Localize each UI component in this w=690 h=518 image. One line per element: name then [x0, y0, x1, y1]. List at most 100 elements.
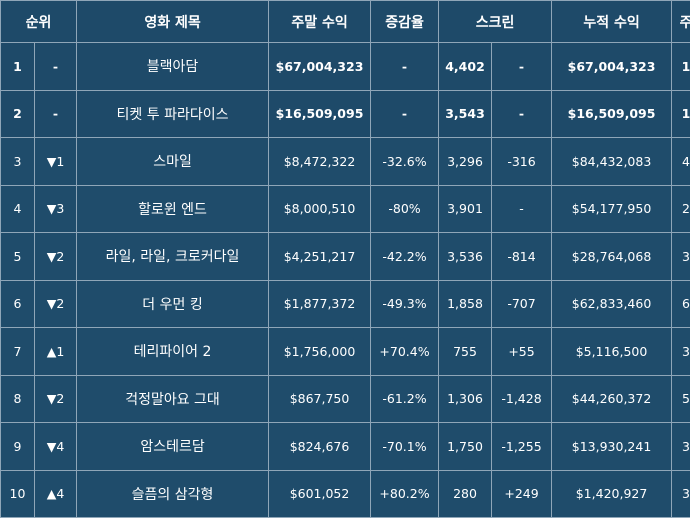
- weekend-gross-cell: $601,052: [269, 470, 371, 518]
- change-rate-cell: -61.2%: [371, 375, 439, 423]
- header-rank: 순위: [1, 1, 77, 43]
- movie-title-cell: 스마일: [77, 138, 269, 186]
- screen-change-cell: +249: [492, 470, 552, 518]
- weeks-cell: 2: [672, 185, 690, 233]
- movie-title-cell: 블랙아담: [77, 43, 269, 91]
- change-rate-cell: -: [371, 90, 439, 138]
- change-rate-cell: -70.1%: [371, 423, 439, 471]
- rank-change-cell: -: [35, 43, 77, 91]
- screen-change-cell: -: [492, 185, 552, 233]
- rank-cell: 4: [1, 185, 35, 233]
- weekend-gross-cell: $867,750: [269, 375, 371, 423]
- rank-cell: 2: [1, 90, 35, 138]
- screen-change-cell: -1,428: [492, 375, 552, 423]
- total-gross-cell: $84,432,083: [552, 138, 672, 186]
- weekend-gross-cell: $1,877,372: [269, 280, 371, 328]
- rank-change-cell: ▲4: [35, 470, 77, 518]
- rank-change-cell: ▼3: [35, 185, 77, 233]
- screen-change-cell: -707: [492, 280, 552, 328]
- total-gross-cell: $1,420,927: [552, 470, 672, 518]
- weeks-cell: 3: [672, 470, 690, 518]
- weekend-gross-cell: $67,004,323: [269, 43, 371, 91]
- movie-title-cell: 라일, 라일, 크로커다일: [77, 233, 269, 281]
- screens-cell: 3,543: [439, 90, 492, 138]
- weeks-cell: 3: [672, 233, 690, 281]
- header-change-rate: 증감율: [371, 1, 439, 43]
- change-rate-cell: +80.2%: [371, 470, 439, 518]
- movie-title-cell: 암스테르담: [77, 423, 269, 471]
- movie-title-cell: 할로윈 엔드: [77, 185, 269, 233]
- rank-cell: 10: [1, 470, 35, 518]
- rank-change-cell: ▼2: [35, 280, 77, 328]
- header-title: 영화 제목: [77, 1, 269, 43]
- total-gross-cell: $62,833,460: [552, 280, 672, 328]
- screens-cell: 1,750: [439, 423, 492, 471]
- rank-cell: 9: [1, 423, 35, 471]
- rank-change-cell: ▼1: [35, 138, 77, 186]
- weeks-cell: 6: [672, 280, 690, 328]
- weekend-gross-cell: $4,251,217: [269, 233, 371, 281]
- movie-title-cell: 슬픔의 삼각형: [77, 470, 269, 518]
- rank-change-cell: ▼4: [35, 423, 77, 471]
- total-gross-cell: $44,260,372: [552, 375, 672, 423]
- weeks-cell: 3: [672, 328, 690, 376]
- weeks-cell: 3: [672, 423, 690, 471]
- weekend-gross-cell: $16,509,095: [269, 90, 371, 138]
- screens-cell: 755: [439, 328, 492, 376]
- total-gross-cell: $54,177,950: [552, 185, 672, 233]
- header-weeks: 주: [672, 1, 690, 43]
- screens-cell: 3,536: [439, 233, 492, 281]
- weeks-cell: 4: [672, 138, 690, 186]
- rank-change-cell: ▼2: [35, 233, 77, 281]
- total-gross-cell: $28,764,068: [552, 233, 672, 281]
- total-gross-cell: $16,509,095: [552, 90, 672, 138]
- header-weekend-gross: 주말 수익: [269, 1, 371, 43]
- weeks-cell: 1: [672, 90, 690, 138]
- rank-cell: 8: [1, 375, 35, 423]
- screens-cell: 3,901: [439, 185, 492, 233]
- weekend-gross-cell: $8,000,510: [269, 185, 371, 233]
- rank-cell: 5: [1, 233, 35, 281]
- screens-cell: 3,296: [439, 138, 492, 186]
- weekend-gross-cell: $8,472,322: [269, 138, 371, 186]
- change-rate-cell: -49.3%: [371, 280, 439, 328]
- screen-change-cell: -: [492, 90, 552, 138]
- rank-cell: 1: [1, 43, 35, 91]
- total-gross-cell: $13,930,241: [552, 423, 672, 471]
- screen-change-cell: -: [492, 43, 552, 91]
- rank-cell: 3: [1, 138, 35, 186]
- weekend-gross-cell: $824,676: [269, 423, 371, 471]
- screen-change-cell: -316: [492, 138, 552, 186]
- header-screens: 스크린: [439, 1, 552, 43]
- change-rate-cell: -42.2%: [371, 233, 439, 281]
- total-gross-cell: $67,004,323: [552, 43, 672, 91]
- screens-cell: 1,858: [439, 280, 492, 328]
- screen-change-cell: -814: [492, 233, 552, 281]
- screens-cell: 1,306: [439, 375, 492, 423]
- table-header-row: 순위 영화 제목 주말 수익 증감율 스크린 누적 수익 주: [1, 1, 690, 43]
- rank-change-cell: -: [35, 90, 77, 138]
- table-row: 2-티켓 투 파라다이스$16,509,095-3,543-$16,509,09…: [1, 90, 690, 138]
- rank-cell: 6: [1, 280, 35, 328]
- rank-change-cell: ▲1: [35, 328, 77, 376]
- weeks-cell: 1: [672, 43, 690, 91]
- weeks-cell: 5: [672, 375, 690, 423]
- change-rate-cell: -80%: [371, 185, 439, 233]
- screen-change-cell: +55: [492, 328, 552, 376]
- screen-change-cell: -1,255: [492, 423, 552, 471]
- screens-cell: 280: [439, 470, 492, 518]
- header-total-gross: 누적 수익: [552, 1, 672, 43]
- movie-title-cell: 걱정말아요 그대: [77, 375, 269, 423]
- change-rate-cell: +70.4%: [371, 328, 439, 376]
- movie-title-cell: 티켓 투 파라다이스: [77, 90, 269, 138]
